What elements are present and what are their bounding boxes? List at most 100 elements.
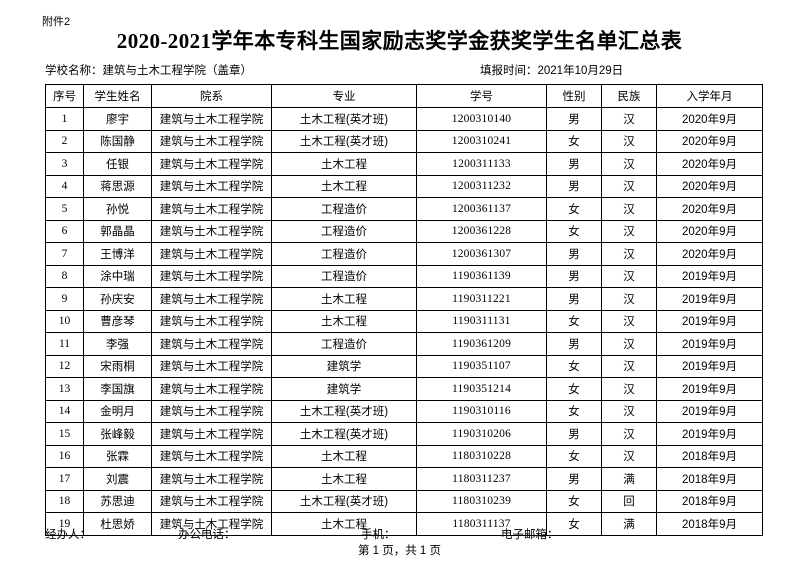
cell-major: 土木工程 <box>271 287 417 311</box>
footer-contact-row: 经办人： 办公电话： 手机： 电子邮箱： <box>45 527 762 543</box>
cell-ethnicity: 汉 <box>601 197 657 221</box>
cell-major: 土木工程 <box>271 467 417 491</box>
cell-index: 1 <box>45 107 84 131</box>
table-row: 16 张霖 建筑与土木工程学院 土木工程 1180310228 女汉 2018年9月 <box>45 444 763 468</box>
cell-index: 2 <box>45 129 84 153</box>
cell-name: 曹彦琴 <box>83 309 152 333</box>
cell-student-id: 1180311137 <box>416 512 547 536</box>
cell-major: 建筑学 <box>271 354 417 378</box>
page-number: 第 1 页，共 1 页 <box>357 545 442 557</box>
cell-gender: 女 <box>546 129 602 153</box>
cell-department: 建筑与土木工程学院 <box>151 152 272 176</box>
cell-index: 18 <box>45 489 84 513</box>
cell-index: 5 <box>45 197 84 221</box>
table-row: 9 孙庆安 建筑与土木工程学院 土木工程 1190311221 男汉 2019年9月 <box>45 287 763 311</box>
cell-department: 建筑与土木工程学院 <box>151 174 272 198</box>
cell-ethnicity: 回 <box>601 489 657 513</box>
cell-student-id: 1190310116 <box>416 399 547 423</box>
cell-ethnicity: 汉 <box>601 444 657 468</box>
cell-name: 宋雨桐 <box>83 354 152 378</box>
cell-major: 工程造价 <box>271 219 417 243</box>
table-header-row: 序号 学生姓名 院系 专业 学号 性别 民族 入学年月 <box>45 84 763 108</box>
cell-index: 7 <box>45 242 84 266</box>
cell-index: 15 <box>45 422 84 446</box>
cell-index: 3 <box>45 152 84 176</box>
cell-major: 工程造价 <box>271 264 417 288</box>
cell-ethnicity: 满 <box>601 467 657 491</box>
cell-name: 李强 <box>83 332 152 356</box>
cell-enrollment: 2019年9月 <box>656 354 763 378</box>
cell-student-id: 1190310206 <box>416 422 547 446</box>
cell-ethnicity: 汉 <box>601 264 657 288</box>
cell-gender: 男 <box>546 152 602 176</box>
cell-name: 廖宇 <box>83 107 152 131</box>
cell-enrollment: 2018年9月 <box>656 512 763 536</box>
cell-major: 土木工程(英才班) <box>271 489 417 513</box>
cell-gender: 女 <box>546 489 602 513</box>
cell-department: 建筑与土木工程学院 <box>151 332 272 356</box>
mobile-phone-label: 手机： <box>361 529 396 541</box>
table-row: 3 任银 建筑与土木工程学院 土木工程 1200311133 男汉 2020年9月 <box>45 152 763 176</box>
cell-department: 建筑与土木工程学院 <box>151 129 272 153</box>
cell-major: 土木工程 <box>271 152 417 176</box>
cell-ethnicity: 汉 <box>601 399 657 423</box>
cell-enrollment: 2020年9月 <box>656 174 763 198</box>
cell-enrollment: 2019年9月 <box>656 422 763 446</box>
cell-name: 孙庆安 <box>83 287 152 311</box>
cell-ethnicity: 汉 <box>601 287 657 311</box>
cell-name: 蒋思源 <box>83 174 152 198</box>
attachment-label: 附件2 <box>42 16 71 28</box>
cell-department: 建筑与土木工程学院 <box>151 489 272 513</box>
cell-student-id: 1200361228 <box>416 219 547 243</box>
cell-student-id: 1180310239 <box>416 489 547 513</box>
cell-ethnicity: 汉 <box>601 152 657 176</box>
cell-major: 工程造价 <box>271 197 417 221</box>
table-row: 7 王博洋 建筑与土木工程学院 工程造价 1200361307 男汉 2020年9月 <box>45 242 763 266</box>
cell-ethnicity: 汉 <box>601 107 657 131</box>
cell-major: 工程造价 <box>271 242 417 266</box>
cell-major: 土木工程 <box>271 512 417 536</box>
cell-index: 6 <box>45 219 84 243</box>
cell-gender: 女 <box>546 309 602 333</box>
cell-name: 陈国静 <box>83 129 152 153</box>
cell-gender: 女 <box>546 219 602 243</box>
table-row: 2 陈国静 建筑与土木工程学院 土木工程(英才班) 1200310241 女汉 2020年9… <box>45 129 763 153</box>
cell-name: 金明月 <box>83 399 152 423</box>
cell-ethnicity: 汉 <box>601 354 657 378</box>
column-header-ethnicity: 民族 <box>601 84 657 108</box>
cell-gender: 女 <box>546 377 602 401</box>
cell-major: 土木工程 <box>271 309 417 333</box>
cell-enrollment: 2018年9月 <box>656 444 763 468</box>
cell-name: 刘震 <box>83 467 152 491</box>
office-phone-label: 办公电话： <box>178 529 236 541</box>
cell-department: 建筑与土木工程学院 <box>151 264 272 288</box>
cell-student-id: 1200361137 <box>416 197 547 221</box>
cell-major: 土木工程(英才班) <box>271 422 417 446</box>
cell-department: 建筑与土木工程学院 <box>151 354 272 378</box>
table-row: 12 宋雨桐 建筑与土木工程学院 建筑学 1190351107 女汉 2019年9月 <box>45 354 763 378</box>
cell-gender: 男 <box>546 467 602 491</box>
cell-index: 11 <box>45 332 84 356</box>
column-header-enrollment: 入学年月 <box>656 84 763 108</box>
cell-index: 10 <box>45 309 84 333</box>
cell-gender: 女 <box>546 444 602 468</box>
cell-enrollment: 2020年9月 <box>656 197 763 221</box>
cell-enrollment: 2019年9月 <box>656 264 763 288</box>
cell-student-id: 1180311237 <box>416 467 547 491</box>
cell-ethnicity: 汉 <box>601 219 657 243</box>
column-header-major: 专业 <box>271 84 417 108</box>
cell-major: 土木工程(英才班) <box>271 399 417 423</box>
cell-department: 建筑与土木工程学院 <box>151 219 272 243</box>
cell-ethnicity: 汉 <box>601 242 657 266</box>
cell-name: 任银 <box>83 152 152 176</box>
cell-gender: 男 <box>546 174 602 198</box>
cell-index: 8 <box>45 264 84 288</box>
cell-student-id: 1190361209 <box>416 332 547 356</box>
cell-ethnicity: 汉 <box>601 332 657 356</box>
table-row: 4 蒋思源 建筑与土木工程学院 土木工程 1200311232 男汉 2020年9月 <box>45 174 763 198</box>
cell-gender: 男 <box>546 422 602 446</box>
cell-name: 张峰毅 <box>83 422 152 446</box>
table-body: 1 廖宇 建筑与土木工程学院 土木工程(英才班) 1200310140 男汉 2020年9月… <box>45 107 763 536</box>
cell-major: 土木工程(英才班) <box>271 107 417 131</box>
